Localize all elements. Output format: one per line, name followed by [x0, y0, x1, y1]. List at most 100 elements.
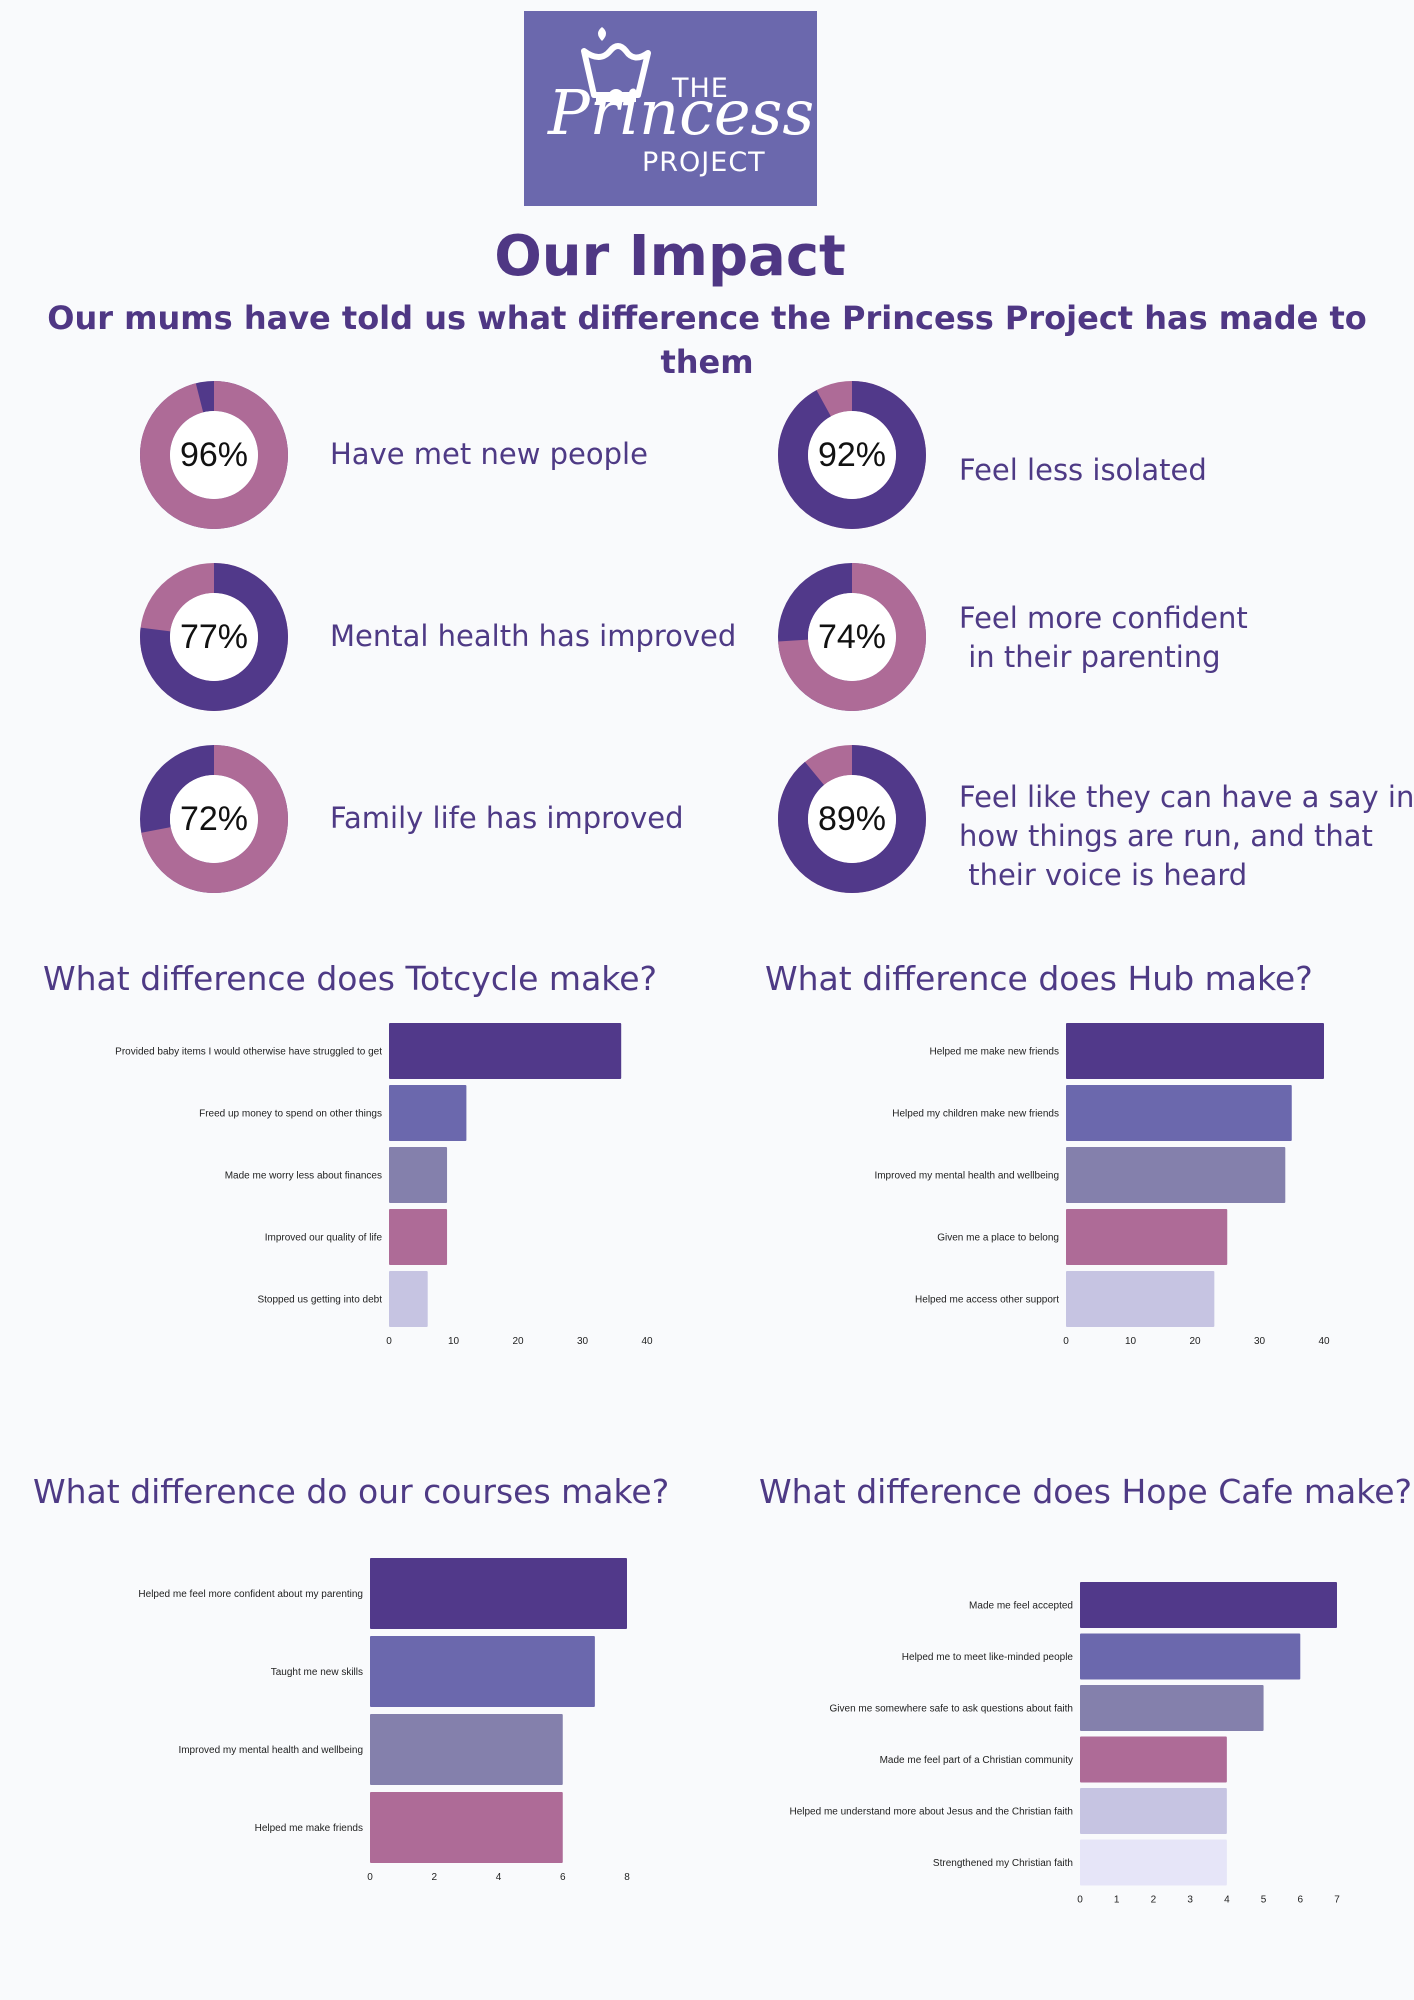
- bar: [1080, 1839, 1227, 1886]
- bar: [1066, 1271, 1215, 1327]
- bar-category-label: Helped me to meet like-minded people: [902, 1652, 1074, 1663]
- x-tick-label: 2: [1151, 1895, 1157, 1906]
- bar: [389, 1023, 622, 1079]
- page-title: Our Impact: [494, 224, 846, 289]
- bar: [370, 1714, 563, 1785]
- chart-title-totcycle: What difference does Totcycle make?: [43, 959, 658, 998]
- bar: [1066, 1147, 1286, 1203]
- donut-hole: [808, 411, 896, 499]
- bar: [1066, 1023, 1324, 1079]
- x-tick-label: 6: [560, 1872, 566, 1883]
- x-tick-label: 30: [577, 1336, 589, 1347]
- stat-label: Have met new people: [330, 437, 648, 471]
- bar-category-label: Helped me access other support: [915, 1295, 1059, 1306]
- bar: [389, 1085, 467, 1141]
- stat-percent: 77%: [179, 618, 249, 656]
- stat-label: Family life has improved: [330, 801, 684, 835]
- x-tick-label: 6: [1298, 1895, 1304, 1906]
- x-tick-label: 40: [1318, 1336, 1330, 1347]
- chart-title-hope-cafe: What difference does Hope Cafe make?: [759, 1472, 1413, 1511]
- logo-princess-text: Princess: [548, 76, 815, 149]
- bar: [370, 1792, 563, 1863]
- x-tick-label: 3: [1187, 1895, 1193, 1906]
- donut-value-arc: [140, 563, 288, 711]
- bar-category-label: Made me feel part of a Christian communi…: [880, 1755, 1073, 1766]
- x-tick-label: 30: [1254, 1336, 1266, 1347]
- stat-percent: 74%: [817, 618, 887, 656]
- logo-the-text: THE: [672, 73, 729, 104]
- bar-category-label: Helped me make friends: [255, 1823, 363, 1834]
- x-tick-label: 2: [431, 1872, 437, 1883]
- donut-value-arc: [778, 745, 926, 893]
- donut-hole: [170, 593, 258, 681]
- logo-project-text: PROJECT: [642, 147, 766, 178]
- x-tick-label: 10: [1125, 1336, 1137, 1347]
- bar: [1080, 1736, 1227, 1783]
- bar-category-label: Stopped us getting into debt: [257, 1295, 382, 1306]
- x-tick-label: 0: [1063, 1336, 1069, 1347]
- donut-chart: [140, 745, 288, 893]
- bar: [1066, 1209, 1228, 1265]
- bar: [1066, 1085, 1292, 1141]
- stat-label: Feel more confident in their parenting: [959, 601, 1248, 674]
- bar-category-label: Improved my mental health and wellbeing: [178, 1745, 363, 1756]
- page-subtitle: Our mums have told us what difference th…: [47, 299, 1367, 381]
- bar-category-label: Helped me make new friends: [929, 1047, 1059, 1058]
- stat-label: Mental health has improved: [330, 619, 737, 653]
- bar-category-label: Provided baby items I would otherwise ha…: [115, 1047, 382, 1058]
- bar: [389, 1147, 448, 1203]
- stat-percent: 72%: [179, 800, 249, 838]
- bar-category-label: Helped me feel more confident about my p…: [138, 1589, 363, 1600]
- stat-label: Feel like they can have a say in how thi…: [959, 780, 1414, 892]
- bar-category-label: Taught me new skills: [271, 1667, 363, 1678]
- bar: [370, 1558, 627, 1629]
- bar: [1080, 1685, 1264, 1731]
- bar: [370, 1636, 595, 1707]
- crown-icon: [581, 27, 651, 105]
- bar-category-label: Strengthened my Christian faith: [933, 1858, 1073, 1869]
- donut-chart: [778, 745, 926, 893]
- x-tick-label: 0: [367, 1872, 373, 1883]
- x-tick-label: 10: [448, 1336, 460, 1347]
- donut-chart: [140, 381, 288, 529]
- bar: [389, 1271, 428, 1327]
- donut-value-arc: [140, 381, 288, 529]
- donut-value-arc: [778, 563, 926, 711]
- bar-category-label: Freed up money to spend on other things: [199, 1109, 382, 1120]
- chart-title-courses: What difference do our courses make?: [33, 1472, 670, 1511]
- x-tick-label: 0: [386, 1336, 392, 1347]
- x-tick-label: 8: [624, 1872, 630, 1883]
- donut-chart: [778, 563, 926, 711]
- donut-chart: [140, 563, 288, 711]
- donut-value-arc: [140, 745, 288, 893]
- chart-title-hub: What difference does Hub make?: [765, 959, 1313, 998]
- princess-project-logo: THE Princess PROJECT: [524, 11, 817, 206]
- x-tick-label: 20: [512, 1336, 524, 1347]
- x-tick-label: 1: [1114, 1895, 1120, 1906]
- x-tick-label: 7: [1334, 1895, 1340, 1906]
- x-tick-label: 4: [496, 1872, 502, 1883]
- donut-hole: [808, 593, 896, 681]
- donut-hole: [170, 775, 258, 863]
- donut-value-arc: [778, 381, 926, 529]
- bar-category-label: Helped my children make new friends: [892, 1109, 1059, 1120]
- donut-hole: [170, 411, 258, 499]
- bar: [1080, 1582, 1337, 1628]
- stat-percent: 89%: [817, 800, 887, 838]
- bar-category-label: Helped me understand more about Jesus an…: [789, 1807, 1073, 1818]
- x-tick-label: 40: [641, 1336, 653, 1347]
- bar-category-label: Given me a place to belong: [937, 1233, 1059, 1244]
- bar: [389, 1209, 448, 1265]
- x-tick-label: 4: [1224, 1895, 1230, 1906]
- bar: [1080, 1633, 1301, 1680]
- bar-category-label: Made me worry less about finances: [225, 1171, 382, 1182]
- bar: [1080, 1788, 1227, 1834]
- x-tick-label: 5: [1261, 1895, 1267, 1906]
- stat-percent: 96%: [179, 436, 249, 474]
- stat-label: Feel less isolated: [959, 453, 1207, 487]
- bar-category-label: Made me feel accepted: [969, 1601, 1073, 1612]
- bar-category-label: Given me somewhere safe to ask questions…: [830, 1704, 1073, 1715]
